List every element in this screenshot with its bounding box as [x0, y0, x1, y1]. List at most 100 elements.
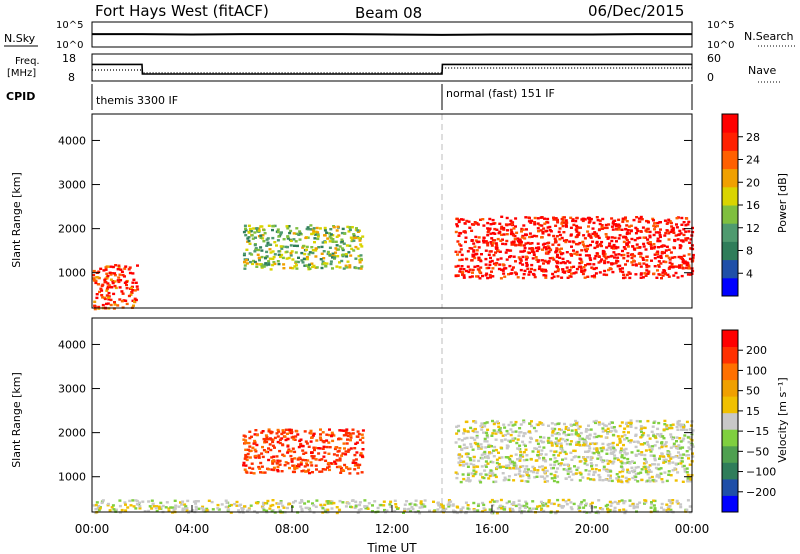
velocity-cell — [555, 444, 559, 448]
power-cell — [628, 276, 632, 280]
velocity-cell — [587, 437, 591, 440]
velocity-cell — [509, 454, 513, 458]
velocity-cell — [294, 435, 298, 438]
power-y-tick-label: 1000 — [58, 267, 86, 280]
velocity-cell — [484, 464, 488, 467]
velocity-cell — [339, 467, 343, 470]
velocity-cell — [292, 438, 296, 441]
power-cell — [686, 237, 690, 240]
power-cell — [547, 260, 551, 263]
velocity-cell — [552, 479, 556, 483]
velocity-cell — [553, 457, 557, 460]
power-cell — [659, 262, 663, 265]
velocity-colorbar-tick-label: −100 — [746, 466, 776, 479]
velocity-cell — [579, 473, 583, 476]
power-cell — [320, 266, 324, 270]
power-cell — [335, 229, 339, 232]
velocity-cell — [677, 451, 680, 454]
velocity-cell — [608, 422, 611, 426]
velocity-cell — [337, 438, 340, 441]
power-cell — [644, 229, 648, 232]
power-cell — [630, 237, 634, 241]
velocity-cell — [594, 464, 598, 467]
power-cell — [352, 239, 356, 242]
power-cell — [611, 228, 615, 231]
velocity-cell — [528, 507, 532, 510]
velocity-cell — [514, 467, 518, 470]
power-cell — [606, 255, 610, 259]
velocity-cell — [499, 498, 503, 502]
velocity-cell — [480, 422, 484, 425]
time-tick-label: 08:00 — [275, 522, 310, 536]
velocity-cell — [472, 420, 476, 423]
velocity-cell — [327, 452, 331, 455]
velocity-cell — [562, 432, 566, 435]
velocity-cell — [620, 462, 624, 465]
velocity-cell — [657, 467, 661, 471]
power-cell — [570, 245, 573, 248]
velocity-cell — [419, 502, 423, 505]
power-cell — [487, 266, 491, 270]
velocity-cell — [676, 502, 680, 505]
power-cell — [352, 233, 356, 236]
velocity-cell — [409, 510, 412, 513]
power-cell — [291, 258, 295, 261]
power-cell — [457, 219, 461, 222]
power-cell — [277, 250, 281, 253]
velocity-cell — [610, 479, 614, 483]
velocity-cell — [261, 471, 265, 474]
power-cell — [261, 234, 265, 237]
velocity-cell — [250, 435, 253, 438]
velocity-cell — [539, 500, 543, 504]
velocity-cell — [463, 437, 467, 440]
power-cell — [496, 258, 500, 261]
power-cell — [610, 225, 614, 228]
power-cell — [626, 245, 630, 248]
velocity-cell — [351, 432, 355, 435]
power-cell — [503, 275, 507, 278]
velocity-cell — [668, 453, 672, 456]
power-cell — [313, 237, 317, 240]
power-cell — [530, 248, 534, 252]
velocity-cell — [441, 505, 445, 508]
power-cell — [301, 244, 305, 248]
velocity-cell — [667, 470, 671, 473]
velocity-cell — [273, 446, 276, 449]
power-cell — [579, 265, 583, 268]
power-cell — [294, 240, 298, 243]
power-cell — [500, 215, 504, 218]
power-cell — [295, 227, 299, 230]
power-cell — [687, 264, 691, 267]
velocity-cell — [584, 450, 587, 453]
velocity-cell — [637, 452, 641, 456]
time-tick-label: 12:00 — [375, 522, 410, 536]
power-cell — [298, 238, 302, 241]
velocity-cell — [363, 499, 367, 502]
velocity-cell — [672, 442, 676, 445]
velocity-cell — [570, 507, 574, 511]
velocity-cell — [572, 456, 576, 459]
power-cell — [659, 235, 662, 239]
velocity-cell — [597, 434, 601, 438]
power-cell — [592, 267, 596, 271]
velocity-cell — [625, 479, 629, 483]
power-cell — [634, 273, 638, 276]
power-cell — [297, 233, 301, 236]
power-cell — [271, 228, 274, 232]
velocity-cell — [410, 505, 414, 509]
power-cell — [478, 277, 482, 280]
power-cell — [521, 228, 525, 231]
velocity-cell — [561, 458, 564, 461]
velocity-cell — [517, 434, 521, 437]
power-cell — [533, 223, 537, 226]
velocity-cell — [463, 446, 467, 450]
velocity-cell — [657, 476, 661, 479]
power-cell — [669, 251, 673, 254]
power-cell — [94, 281, 98, 285]
velocity-cell — [460, 439, 464, 442]
velocity-cell — [508, 458, 512, 461]
power-cell — [560, 222, 564, 225]
velocity-cell — [509, 459, 512, 462]
power-cell — [522, 224, 526, 227]
velocity-cell — [649, 450, 653, 453]
